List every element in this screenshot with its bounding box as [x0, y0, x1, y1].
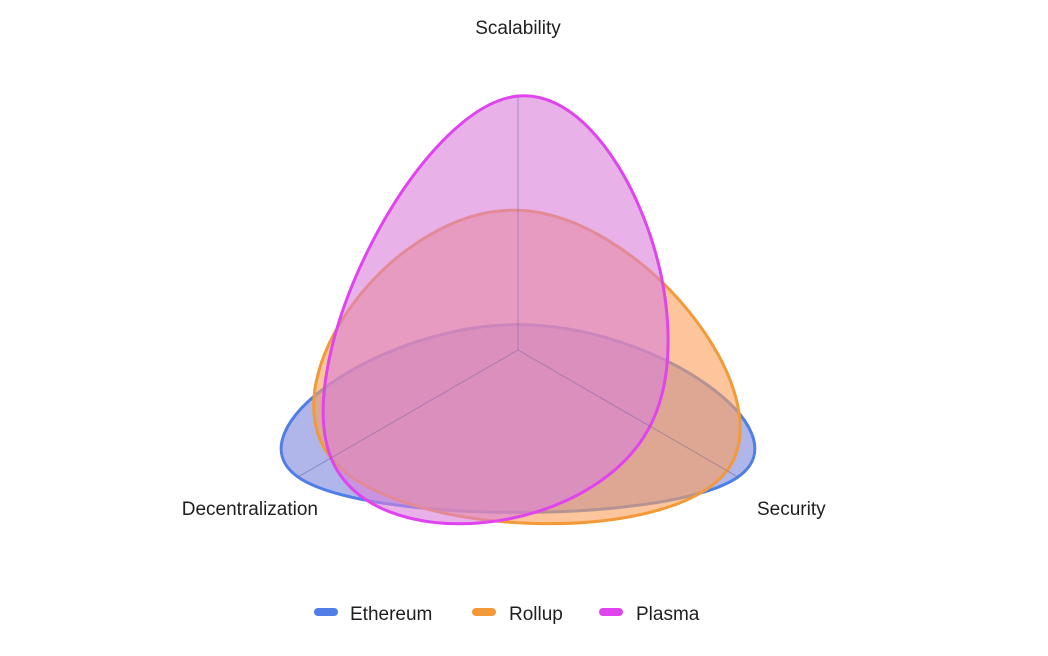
axis-label-security: Security [757, 499, 826, 520]
legend-swatch-ethereum [314, 608, 338, 616]
radar-spokes-overlay [297, 96, 739, 478]
axis-spoke-overlay-decentralization [297, 349, 519, 478]
legend-item-rollup[interactable]: Rollup [472, 604, 563, 625]
radar-series-areas [279, 94, 757, 526]
legend-label-rollup: Rollup [509, 604, 563, 625]
legend-label-plasma: Plasma [636, 604, 700, 625]
legend-label-ethereum: Ethereum [350, 604, 432, 625]
axis-spoke-overlay-security [517, 349, 739, 478]
axis-label-scalability: Scalability [475, 18, 561, 39]
legend-swatch-plasma [599, 608, 623, 616]
legend-item-plasma[interactable]: Plasma [599, 604, 700, 625]
axis-label-decentralization: Decentralization [182, 499, 318, 520]
legend-item-ethereum[interactable]: Ethereum [314, 604, 432, 625]
legend: Ethereum Rollup Plasma [314, 604, 700, 625]
legend-swatch-rollup [472, 608, 496, 616]
series-area-plasma[interactable] [321, 94, 670, 526]
